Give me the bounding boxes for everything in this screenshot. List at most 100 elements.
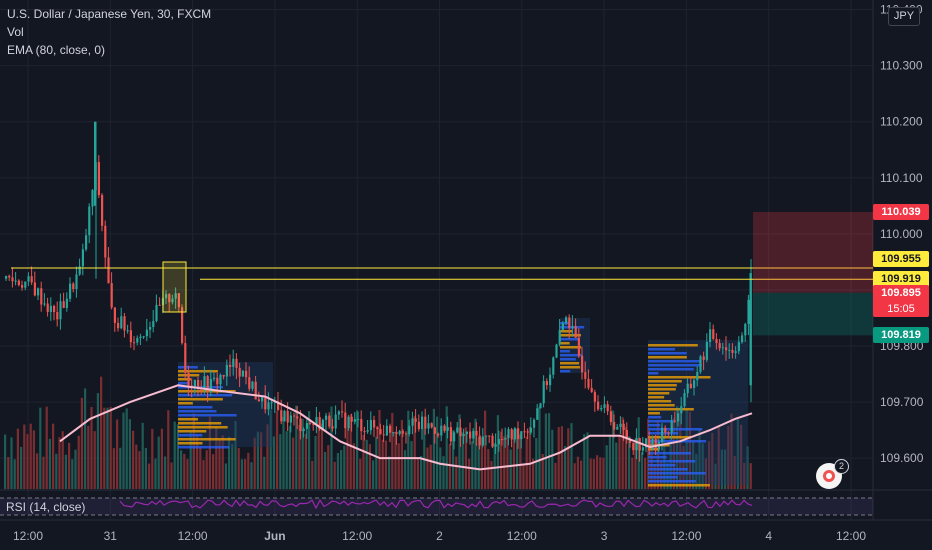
price-label[interactable]: 109.955 bbox=[873, 251, 929, 268]
candle-body bbox=[443, 425, 446, 431]
volume-bar bbox=[544, 413, 547, 489]
candle-body bbox=[168, 294, 171, 303]
take-profit-zone bbox=[753, 292, 873, 336]
price-label[interactable]: 109.895 15:05 bbox=[873, 284, 929, 317]
volume-bar bbox=[420, 455, 423, 489]
volume-bar bbox=[685, 409, 688, 489]
volume-bar bbox=[375, 436, 378, 489]
volume-bar bbox=[410, 441, 413, 489]
rsi-legend[interactable]: RSI (14, close) bbox=[6, 500, 86, 514]
candle-body bbox=[747, 299, 750, 325]
volume-profile-row bbox=[178, 382, 188, 385]
candle-body bbox=[507, 429, 510, 439]
volume-bar bbox=[730, 413, 733, 489]
volume-bar bbox=[596, 455, 599, 489]
candle-body bbox=[174, 293, 177, 299]
candle-body bbox=[497, 439, 500, 445]
volume-bar bbox=[36, 453, 39, 489]
volume-bar bbox=[692, 440, 695, 489]
candle-body bbox=[88, 206, 91, 236]
candle-body bbox=[581, 355, 584, 373]
volume-bar bbox=[698, 429, 701, 489]
volume-bar bbox=[468, 458, 471, 489]
candle-body bbox=[392, 432, 395, 434]
volume-profile-row bbox=[648, 380, 682, 383]
volume-bar bbox=[416, 458, 419, 489]
ema-legend[interactable]: EMA (80, close, 0) bbox=[7, 43, 106, 57]
volume-bar bbox=[724, 449, 727, 489]
candle-body bbox=[53, 305, 56, 313]
price-label[interactable]: 109.919 bbox=[873, 271, 929, 288]
candle-body bbox=[187, 372, 190, 386]
candle-body bbox=[43, 303, 46, 305]
volume-bar bbox=[746, 446, 749, 489]
volume-profile-row bbox=[648, 372, 659, 375]
volume-profile-row bbox=[648, 448, 660, 451]
candle-body bbox=[395, 432, 398, 434]
candle-body bbox=[670, 420, 673, 433]
volume-bar bbox=[157, 436, 160, 489]
candle-body bbox=[533, 419, 536, 428]
price-label[interactable]: 109.819 bbox=[873, 327, 929, 344]
currency-button[interactable]: JPY bbox=[888, 7, 920, 26]
volume-bar bbox=[154, 458, 157, 489]
candle-body bbox=[587, 378, 590, 388]
volume-bar bbox=[666, 462, 669, 489]
volume-bar bbox=[80, 397, 83, 489]
candle-body bbox=[251, 381, 254, 389]
candle-body bbox=[181, 307, 184, 344]
candle-body bbox=[289, 415, 292, 423]
x-tick-label: 31 bbox=[104, 529, 118, 543]
volume-bar bbox=[68, 442, 71, 489]
candle-body bbox=[209, 378, 212, 392]
candle-body bbox=[478, 435, 481, 446]
price-label-value: 110.039 bbox=[881, 205, 921, 218]
candle-body bbox=[453, 432, 456, 442]
volume-bar bbox=[160, 428, 163, 489]
candle-body bbox=[56, 312, 59, 320]
volume-bar bbox=[330, 406, 333, 489]
candle-body bbox=[126, 330, 129, 332]
candle-body bbox=[184, 343, 187, 373]
candle-body bbox=[78, 266, 81, 275]
candle-body bbox=[232, 358, 235, 367]
candle-body bbox=[165, 294, 168, 299]
candle-body bbox=[427, 423, 430, 429]
candle-body bbox=[667, 432, 670, 434]
candle-body bbox=[613, 422, 616, 430]
y-tick-label: 110.200 bbox=[880, 115, 923, 129]
volume-profile-row bbox=[648, 464, 676, 467]
volume-bar bbox=[452, 430, 455, 489]
candle-body bbox=[17, 280, 20, 286]
candle-body bbox=[216, 377, 219, 385]
volume-legend[interactable]: Vol bbox=[7, 25, 24, 39]
candle-body bbox=[376, 427, 379, 430]
volume-bar bbox=[733, 455, 736, 489]
candle-body bbox=[328, 415, 331, 427]
candle-body bbox=[206, 376, 209, 392]
candle-body bbox=[536, 408, 539, 420]
volume-profile-row bbox=[648, 368, 694, 371]
candle-body bbox=[734, 351, 737, 353]
volume-profile-row bbox=[648, 428, 703, 431]
volume-bar bbox=[208, 416, 211, 489]
candle-body bbox=[600, 407, 603, 410]
volume-profile-row bbox=[648, 412, 660, 415]
ema-line bbox=[59, 384, 753, 471]
volume-profile-row bbox=[178, 410, 217, 413]
candle-body bbox=[197, 379, 200, 389]
volume-bar bbox=[400, 420, 403, 489]
candle-body bbox=[475, 430, 478, 436]
volume-bar bbox=[10, 437, 13, 489]
symbol-title[interactable]: U.S. Dollar / Japanese Yen, 30, FXCM bbox=[7, 7, 212, 21]
candle-body bbox=[635, 437, 638, 451]
candle-body bbox=[398, 431, 401, 434]
price-label[interactable]: 110.039 bbox=[873, 203, 929, 220]
volume-bar bbox=[439, 447, 442, 489]
volume-bar bbox=[333, 461, 336, 489]
volume-bar bbox=[471, 441, 474, 489]
alert-fab-button[interactable]: 2 bbox=[816, 459, 849, 489]
volume-bar bbox=[250, 462, 253, 489]
volume-profile-row bbox=[560, 362, 580, 365]
